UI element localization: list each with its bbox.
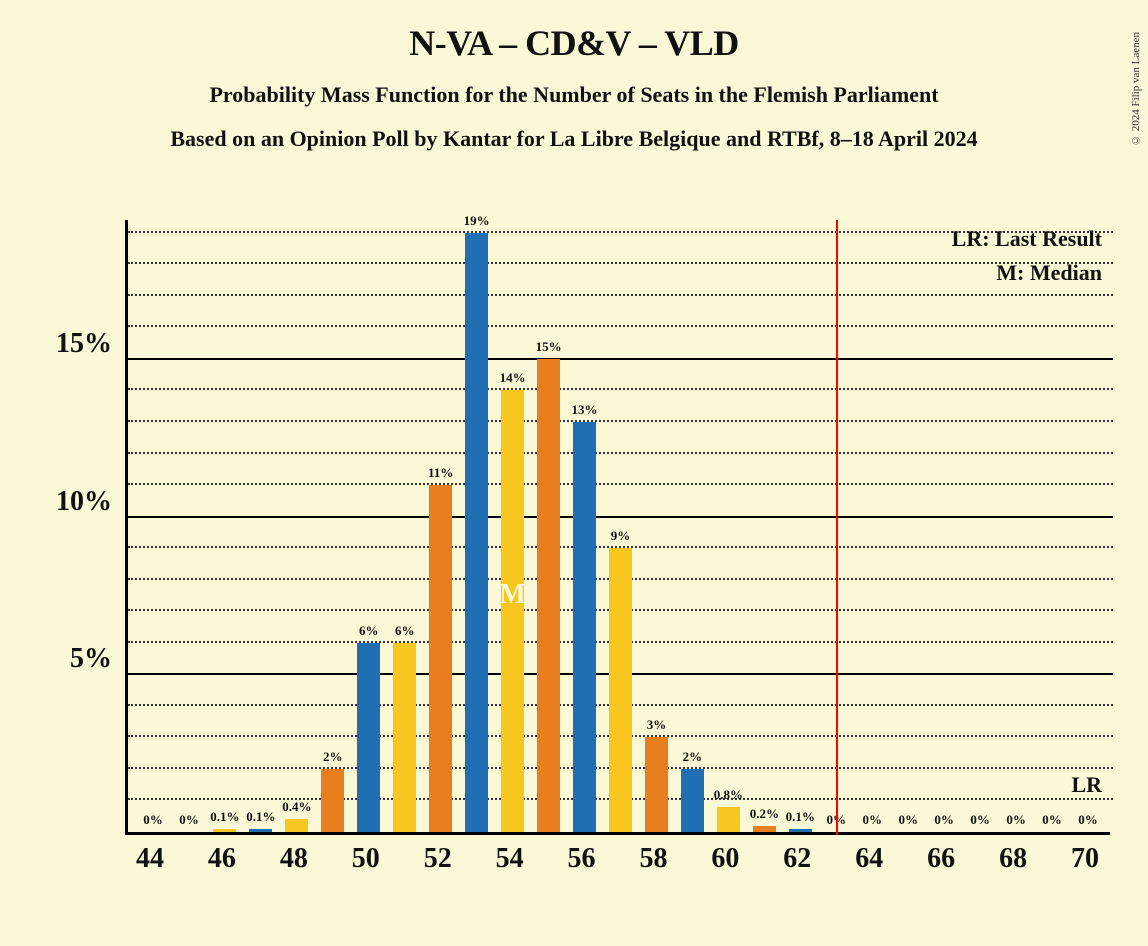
bar-label-58: 3% [647,717,667,733]
bar-label-48: 0.4% [282,799,311,815]
bar-label-59: 2% [683,749,703,765]
y-axis-label: 5% [70,643,112,675]
gridline-minor [128,420,1113,422]
bar-label-53: 19% [464,213,490,229]
gridline-minor [128,483,1113,485]
bar-label-46: 0.1% [210,809,239,825]
bar-label-66: 0% [934,812,954,828]
bar-seat-61 [753,826,776,832]
chart-title: N-VA – CD&V – VLD [0,22,1148,64]
y-axis-label: 15% [56,328,112,360]
x-axis-label: 56 [568,843,596,875]
gridline-minor [128,325,1113,327]
bar-seat-60 [717,807,740,832]
x-axis-label: 60 [711,843,739,875]
gridline-minor [128,388,1113,390]
bar-label-51: 6% [395,623,415,639]
bar-label-56: 13% [572,402,598,418]
bar-seat-57 [609,548,632,832]
bar-label-55: 15% [536,339,562,355]
bar-seat-62 [789,829,812,832]
x-axis-label: 46 [208,843,236,875]
bar-seat-47 [249,829,272,832]
legend-last-result: LR: Last Result [952,226,1102,252]
gridline-minor [128,294,1113,296]
x-axis-label: 70 [1071,843,1099,875]
bar-seat-52 [429,485,452,832]
chart-plot: 0%0%0.1%0.1%0.4%2%6%6%11%19%14%15%13%9%3… [125,220,1110,835]
x-axis-label: 54 [496,843,524,875]
x-axis-label: 48 [280,843,308,875]
bar-seat-59 [681,769,704,832]
bar-seat-58 [645,737,668,832]
x-axis-label: 50 [352,843,380,875]
bar-label-70: 0% [1078,812,1098,828]
median-mark: M [499,579,525,611]
bar-label-65: 0% [898,812,918,828]
gridline-major [128,358,1113,360]
bar-label-67: 0% [970,812,990,828]
last-result-line [836,220,838,835]
bar-label-64: 0% [862,812,882,828]
bar-label-50: 6% [359,623,379,639]
legend-median: M: Median [996,260,1102,286]
bar-label-47: 0.1% [246,809,275,825]
bar-seat-49 [321,769,344,832]
chart-subtitle-1: Probability Mass Function for the Number… [0,82,1148,108]
x-axis-label: 68 [999,843,1027,875]
bar-label-68: 0% [1006,812,1026,828]
bar-label-69: 0% [1042,812,1062,828]
bar-label-61: 0.2% [750,806,779,822]
bar-label-54: 14% [500,370,526,386]
bar-label-45: 0% [179,812,199,828]
copyright-text: © 2024 Filip van Laenen [1130,32,1142,146]
bar-label-62: 0.1% [786,809,815,825]
x-axis-label: 62 [783,843,811,875]
bar-seat-55 [537,359,560,832]
gridline-minor [128,262,1113,264]
x-axis-label: 64 [855,843,883,875]
bar-seat-56 [573,422,596,832]
bar-label-60: 0.8% [714,787,743,803]
bar-seat-51 [393,643,416,832]
lr-axis-label: LR [1071,772,1102,798]
x-axis-label: 66 [927,843,955,875]
bar-seat-53 [465,233,488,832]
x-axis-label: 52 [424,843,452,875]
bar-label-57: 9% [611,528,631,544]
bar-label-44: 0% [143,812,163,828]
chart-subtitle-2: Based on an Opinion Poll by Kantar for L… [0,126,1148,152]
bar-seat-54 [501,390,524,832]
y-axis-label: 10% [56,486,112,518]
x-axis-label: 58 [639,843,667,875]
gridline-major [128,516,1113,518]
bar-seat-46 [213,829,236,832]
bar-label-52: 11% [428,465,453,481]
chart-area: 0%0%0.1%0.1%0.4%2%6%6%11%19%14%15%13%9%3… [125,220,1110,835]
x-axis-label: 44 [136,843,164,875]
bar-seat-50 [357,643,380,832]
bar-label-49: 2% [323,749,343,765]
gridline-minor [128,452,1113,454]
bar-seat-48 [285,819,308,832]
